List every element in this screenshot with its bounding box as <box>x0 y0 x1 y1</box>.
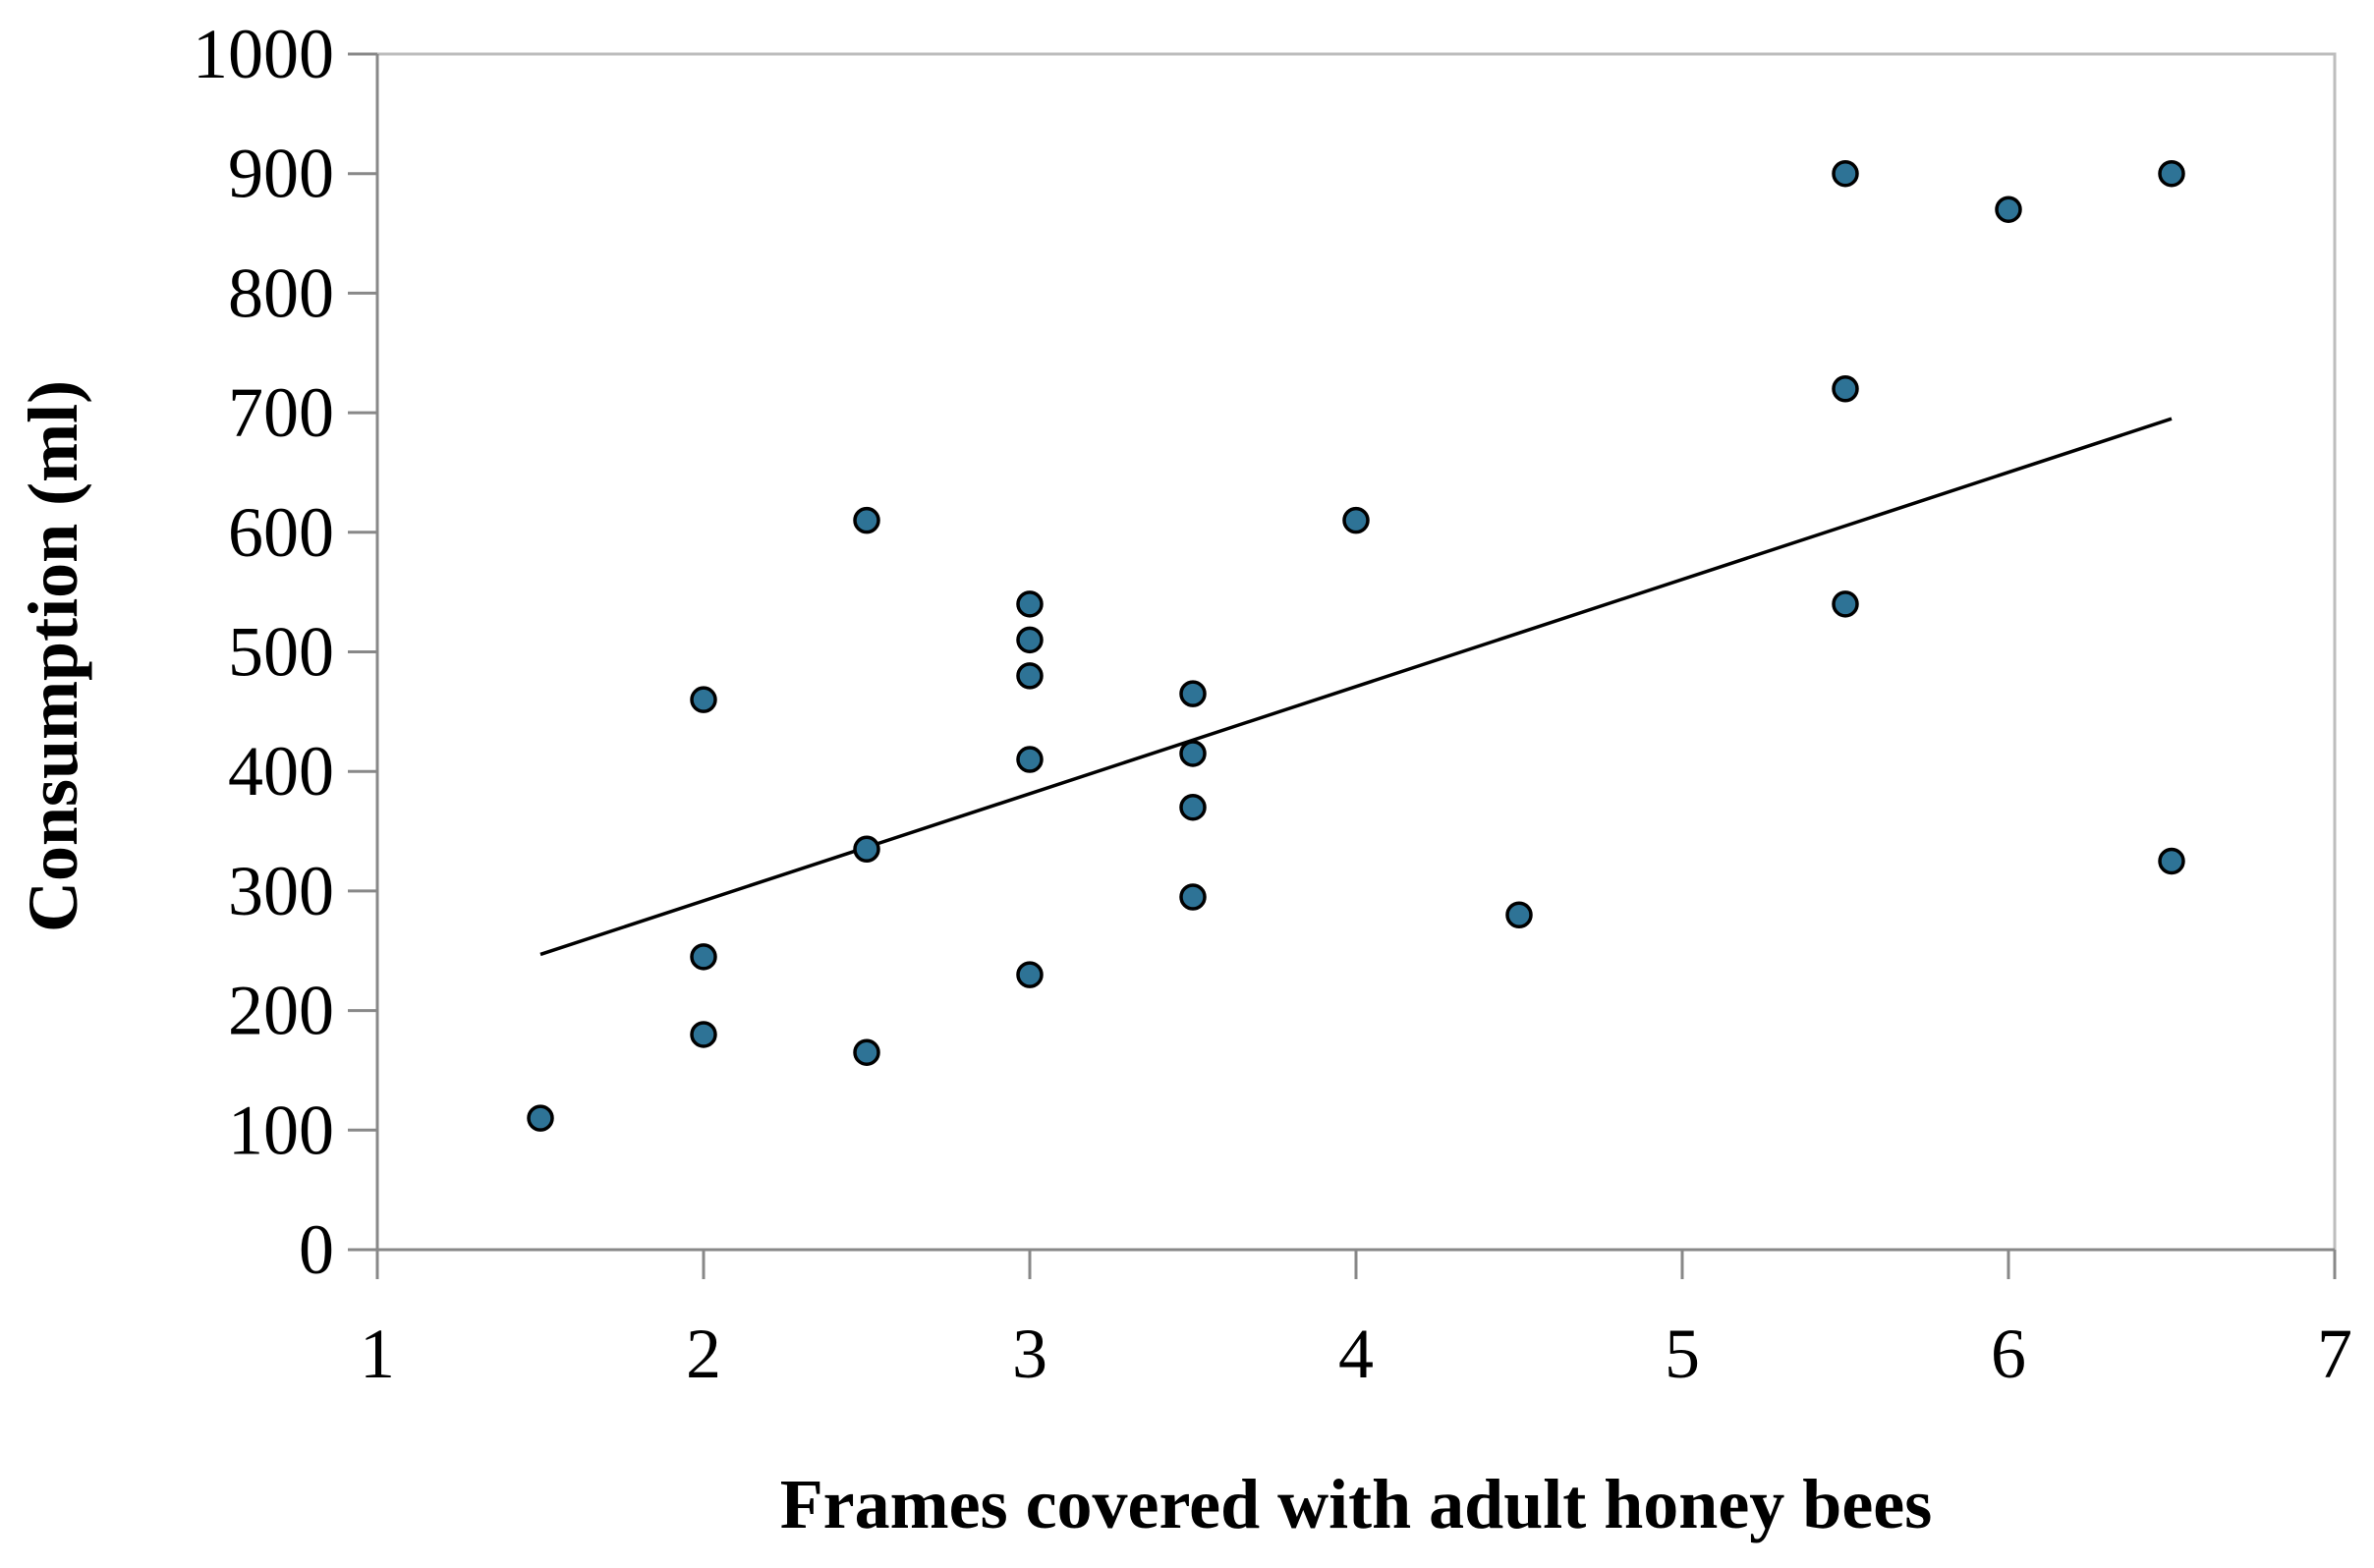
y-tick-label: 800 <box>228 253 334 332</box>
x-tick-label: 1 <box>360 1315 395 1393</box>
y-tick-label: 900 <box>228 135 334 213</box>
data-point <box>1342 506 1370 534</box>
data-point <box>1016 662 1044 690</box>
data-point <box>1016 961 1044 988</box>
data-point <box>1016 626 1044 654</box>
y-tick-label: 200 <box>228 972 334 1050</box>
y-tick-label: 0 <box>299 1210 334 1289</box>
data-point <box>853 1038 880 1066</box>
data-point <box>1016 746 1044 773</box>
data-point <box>1179 740 1207 767</box>
y-axis: 0 100 200 300 400 500 600 700 800 900 1000 <box>193 15 377 1289</box>
y-axis-title: Consumption (ml) <box>14 380 92 932</box>
data-point <box>1016 590 1044 618</box>
data-point <box>527 1104 554 1132</box>
y-tick-label: 600 <box>228 493 334 572</box>
data-point <box>690 1021 717 1048</box>
x-tick-label: 6 <box>1991 1315 2026 1393</box>
x-tick-label: 3 <box>1012 1315 1047 1393</box>
x-axis-title: Frames covered with adult honey bees <box>780 1465 1933 1543</box>
trendline <box>539 417 2173 957</box>
trendline-group <box>539 417 2173 957</box>
x-tick-label: 4 <box>1338 1315 1374 1393</box>
data-point <box>1832 590 1859 618</box>
y-tick-label: 1000 <box>193 15 334 93</box>
data-point <box>853 506 880 534</box>
y-tick-label: 500 <box>228 613 334 692</box>
data-point <box>1179 883 1207 911</box>
x-tick-label: 2 <box>686 1315 721 1393</box>
data-point <box>1832 375 1859 403</box>
data-point <box>1505 901 1533 928</box>
data-point <box>2158 847 2185 875</box>
x-tick-label: 5 <box>1665 1315 1700 1393</box>
x-axis: 1 2 3 4 5 6 7 <box>360 1250 2352 1393</box>
data-point <box>690 686 717 713</box>
data-point <box>1179 793 1207 821</box>
y-tick-label: 300 <box>228 852 334 930</box>
data-point <box>2158 159 2185 188</box>
plot-border <box>375 52 2337 1252</box>
data-point <box>1995 196 2022 223</box>
data-points <box>527 159 2185 1132</box>
y-tick-label: 100 <box>228 1091 334 1169</box>
plot-frame <box>375 52 2337 1252</box>
data-point <box>1832 159 1859 188</box>
data-point <box>690 943 717 971</box>
y-tick-label: 700 <box>228 373 334 452</box>
y-tick-label: 400 <box>228 732 334 811</box>
x-tick-label: 7 <box>2317 1315 2352 1393</box>
data-point <box>1179 680 1207 707</box>
data-point <box>853 835 880 864</box>
